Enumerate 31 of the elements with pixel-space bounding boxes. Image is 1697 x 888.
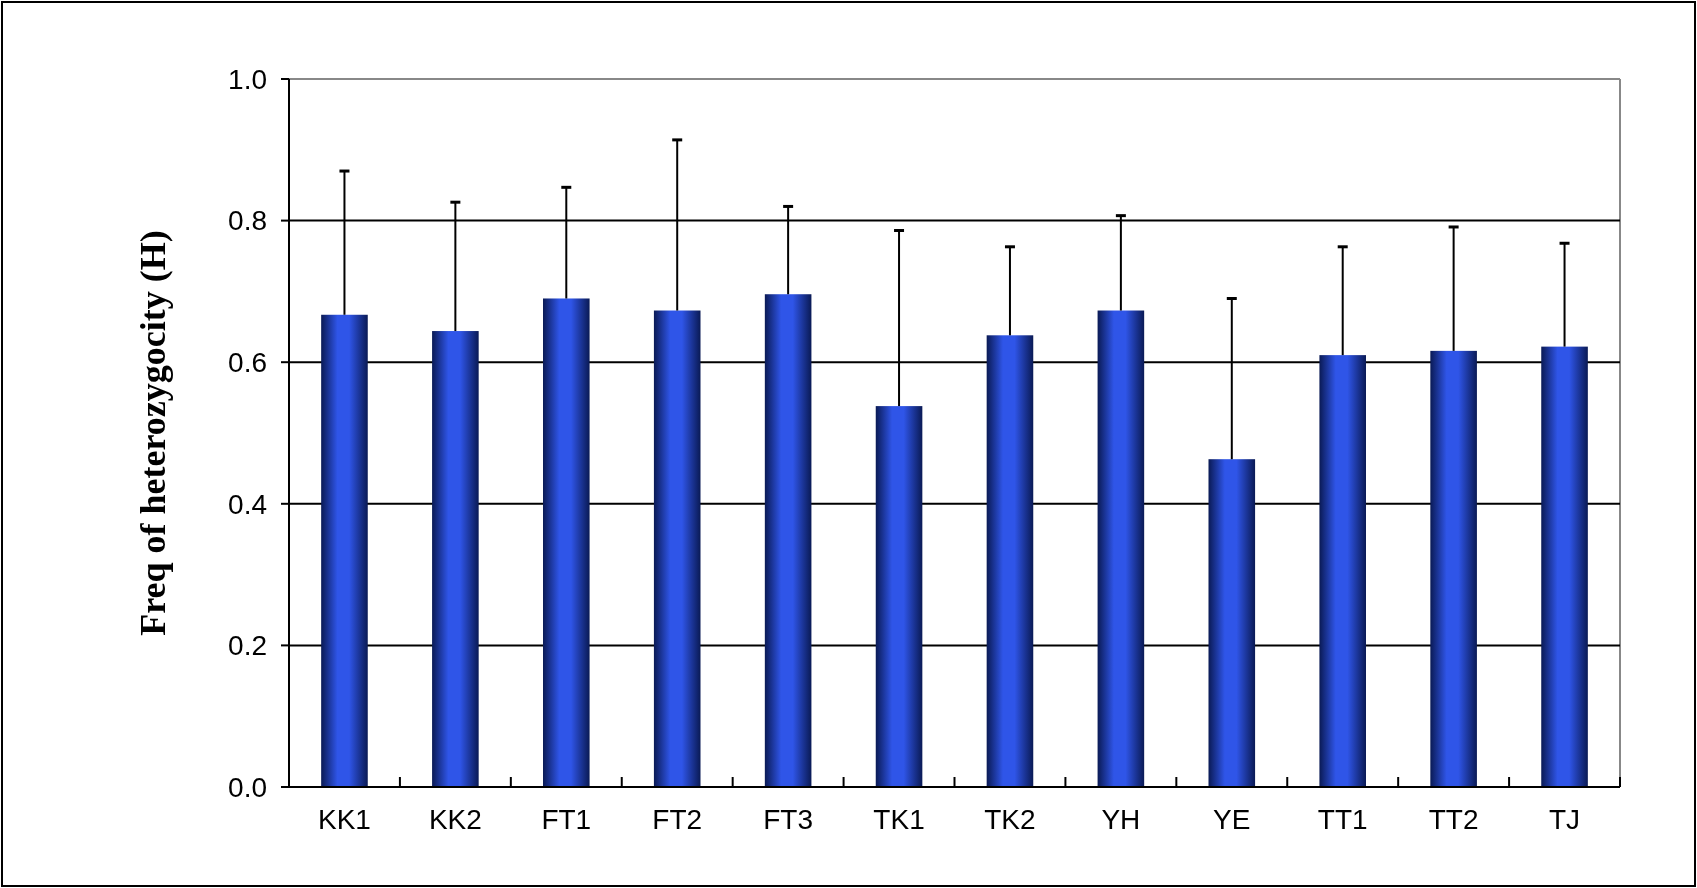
y-tick-label: 0.6 bbox=[228, 347, 267, 378]
x-tick-label: TK1 bbox=[873, 804, 925, 835]
bar bbox=[1319, 355, 1367, 787]
y-tick-label: 0.2 bbox=[228, 630, 267, 662]
x-tick-label: FT1 bbox=[541, 804, 592, 835]
x-tick-label: FT2 bbox=[652, 804, 703, 835]
x-tick-label: YH bbox=[1101, 804, 1141, 835]
bar bbox=[1097, 310, 1145, 787]
y-tick-label: 1.0 bbox=[228, 63, 267, 95]
x-tick-label: YE bbox=[1213, 804, 1251, 835]
y-tick-label: 0.0 bbox=[228, 771, 267, 803]
x-tick-label: TT1 bbox=[1317, 804, 1368, 835]
bar bbox=[321, 314, 368, 787]
bar bbox=[875, 406, 923, 787]
bar bbox=[764, 294, 812, 787]
y-tick-label: 0.4 bbox=[228, 488, 267, 520]
x-tick-label: TT2 bbox=[1428, 804, 1479, 835]
bar bbox=[543, 298, 590, 787]
x-tick-label: FT3 bbox=[763, 804, 814, 835]
x-tick-label: KK1 bbox=[317, 804, 371, 835]
bar bbox=[1541, 346, 1588, 787]
x-tick-label: TJ bbox=[1548, 804, 1581, 835]
bar bbox=[1430, 350, 1477, 787]
bar bbox=[986, 335, 1034, 787]
x-tick-label: KK2 bbox=[428, 804, 482, 835]
y-axis-title: Freq of heterozygocity (H) bbox=[133, 230, 173, 636]
bar bbox=[1208, 459, 1256, 787]
x-tick-label: TK2 bbox=[984, 804, 1036, 835]
bar bbox=[653, 310, 701, 787]
y-tick-label: 0.8 bbox=[228, 205, 267, 237]
bar bbox=[432, 331, 479, 787]
